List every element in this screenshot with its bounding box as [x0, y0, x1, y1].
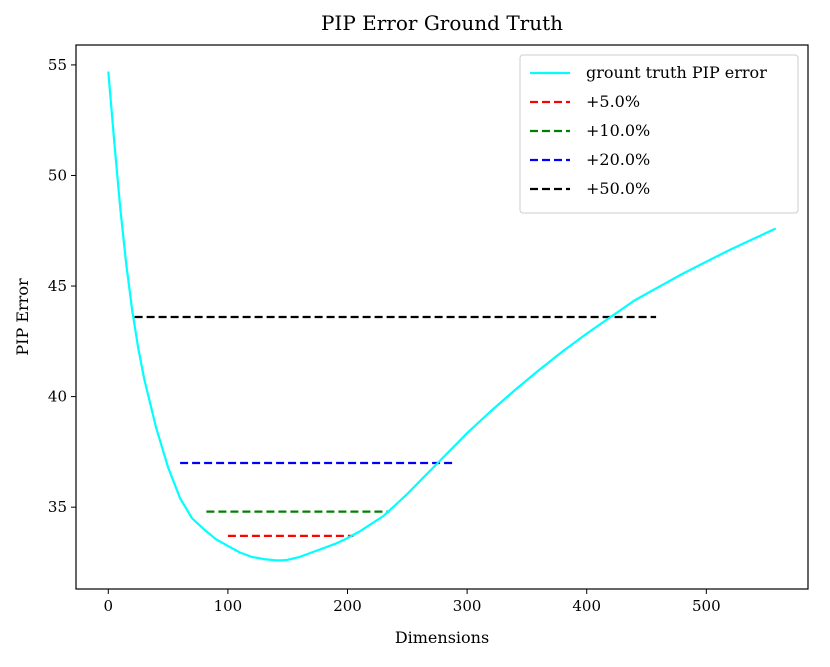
x-tick-label: 200 [333, 597, 362, 615]
x-tick-label: 100 [214, 597, 243, 615]
x-axis-label: Dimensions [395, 628, 489, 647]
y-tick-label: 55 [48, 56, 67, 74]
plot-frame [75, 44, 809, 590]
x-tick-label: 300 [453, 597, 482, 615]
axes-layer: 0 100 200 300 400 500 35 40 45 50 55 [48, 56, 721, 615]
legend-entry-label: +20.0% [586, 150, 650, 169]
y-tick-label: 45 [48, 277, 67, 295]
series-line-grount-truth-pip-error [107, 71, 777, 562]
series-layer [107, 71, 777, 562]
y-tick-label: 50 [48, 166, 67, 184]
x-tick-label: 0 [104, 597, 114, 615]
legend-entry-label: +5.0% [586, 92, 640, 111]
legend: grount truth PIP error +5.0% +10.0% +20.0% +… [519, 54, 799, 214]
y-tick-label: 40 [48, 388, 67, 406]
x-tick-label: 400 [572, 597, 601, 615]
legend-entry-label: +50.0% [586, 179, 650, 198]
legend-entry-label: grount truth PIP error [586, 63, 767, 82]
y-tick-label: 35 [48, 498, 67, 516]
legend-box [519, 54, 799, 214]
legend-entry-label: +10.0% [586, 121, 650, 140]
chart-title: PIP Error Ground Truth [321, 11, 563, 35]
y-axis-label: PIP Error [13, 278, 32, 356]
x-tick-label: 500 [692, 597, 721, 615]
